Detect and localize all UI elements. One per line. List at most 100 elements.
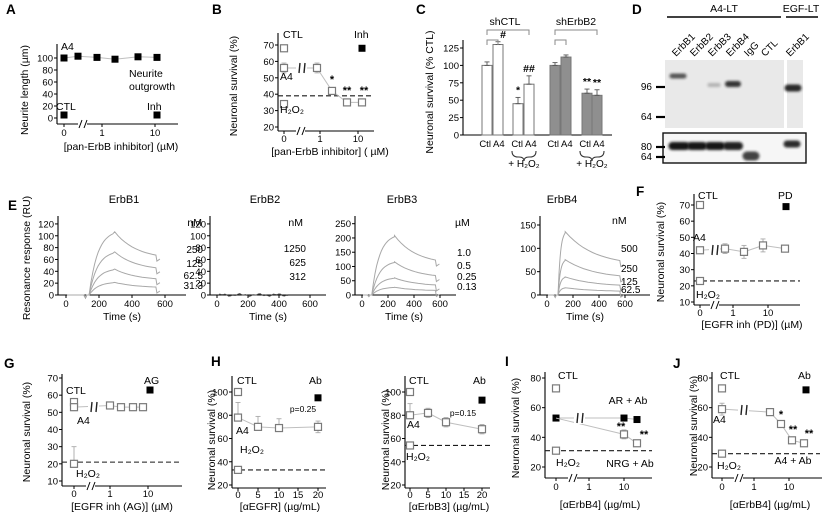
axis-break-slash xyxy=(739,473,744,483)
y-tick-label: 50 xyxy=(525,267,536,278)
series-A4 xyxy=(405,403,487,435)
series-line xyxy=(237,417,319,429)
panel-letter-H: H xyxy=(211,354,221,369)
bar-Ctl+H2O2 xyxy=(512,103,524,136)
concentration-label: 625 xyxy=(289,258,306,269)
line-break-bar xyxy=(745,404,748,416)
data-point-open xyxy=(717,384,727,393)
treatment-label: + H₂O₂ xyxy=(508,159,540,170)
series-H2O2 xyxy=(405,441,415,450)
significance-mark: * xyxy=(516,84,521,96)
panel-G: G Neuronal survival (%) [EGFR inh (AG)] (µ… xyxy=(4,356,182,513)
y-axis-label: Neuronal survival (%) xyxy=(688,376,700,476)
sensorgram-curve xyxy=(363,260,440,298)
series-CTL xyxy=(551,384,561,393)
y-axis-label: Neurite length (µm) xyxy=(19,45,31,135)
concentration-label: 0.25 xyxy=(457,272,477,283)
series-Ab xyxy=(802,386,810,394)
y-tick-label: 150 xyxy=(335,248,351,259)
data-point-open xyxy=(128,403,138,412)
subplot-title: ErbB1 xyxy=(109,194,140,206)
annotation: H₂O₂ xyxy=(240,444,264,456)
annotation: AR + Ab xyxy=(609,395,648,407)
concentration-label: 1.0 xyxy=(457,248,471,259)
panel-letter-I: I xyxy=(505,354,509,369)
data-point-open xyxy=(799,439,809,448)
x-axis-label: [EGFR inh (AG)] (µM) xyxy=(71,501,173,513)
concentration-unit: nM xyxy=(187,217,202,229)
lane-label-ErbB1: ErbB1 xyxy=(784,31,812,59)
x-tick-label: 0 xyxy=(359,299,364,310)
concentration-label: 62.5 xyxy=(621,285,641,296)
y-tick-label: 60 xyxy=(697,403,708,414)
y-tick-label: 20 xyxy=(530,463,541,474)
bar-A4 xyxy=(560,56,572,136)
panel-letter-J: J xyxy=(673,356,681,371)
panel-C: C Neuronal survival (% CTL) 0 25 50 75 100 125 *… xyxy=(416,2,612,170)
y-tick-label: 20 xyxy=(679,281,690,292)
annotation: H₂O₂ xyxy=(76,468,100,480)
y-tick-label: 125 xyxy=(443,44,459,55)
annotation: p=0.25 xyxy=(290,404,317,414)
x-tick-label: 1 xyxy=(317,134,322,145)
line-break-bar xyxy=(95,401,98,413)
data-point-open xyxy=(758,241,768,250)
y-tick-label: 20 xyxy=(42,102,53,113)
data-point-open xyxy=(765,408,775,417)
line-break-bar xyxy=(711,244,714,256)
x-tick-label: 600 xyxy=(302,299,318,310)
y-tick-label: 100 xyxy=(37,54,53,65)
y-tick-label: 0 xyxy=(49,291,54,302)
panel-E3: ErbB3 0 50 100 150 200 250 0 200 400 600 Time (s) µM… xyxy=(335,194,477,323)
data-point-filled xyxy=(74,52,82,60)
data-point-open xyxy=(787,436,797,445)
data-point-open xyxy=(405,411,415,420)
x-tick-label: 10 xyxy=(441,490,452,501)
axis-break-slash xyxy=(78,119,83,129)
axis-break xyxy=(78,120,87,128)
annotation: ** xyxy=(617,421,626,433)
panel-H2: Neuronal survival (%)[αErbB3] (µg/mL)204… xyxy=(380,375,490,513)
underbrace xyxy=(511,150,537,162)
series-H2O2 xyxy=(69,446,79,468)
data-point-filled xyxy=(146,386,154,394)
data-point-open xyxy=(138,403,148,412)
axis-break-slash xyxy=(301,126,306,136)
y-tick-label: 80 xyxy=(217,411,228,422)
subplot-title: ErbB4 xyxy=(547,194,578,206)
annotation: H₂O₂ xyxy=(556,457,580,469)
y-tick-label: 60 xyxy=(195,255,206,266)
blot-seam xyxy=(784,60,787,128)
x-tick-label: 0 xyxy=(235,490,240,501)
group-label: shErbB2 xyxy=(556,16,596,28)
series-CTL xyxy=(695,200,705,210)
y-tick-label: 60 xyxy=(217,434,228,445)
x-tick-label: 400 xyxy=(591,299,607,310)
sensorgram-curve xyxy=(67,251,161,300)
y-tick-label: 60 xyxy=(43,255,54,266)
series-H2O2 xyxy=(279,99,289,109)
series-PD xyxy=(782,203,790,211)
bar-Ctl xyxy=(481,64,493,136)
line-break xyxy=(574,412,585,424)
annotation: A4 xyxy=(77,415,90,427)
axis-break-slash xyxy=(734,473,739,483)
y-tick-label: 20 xyxy=(697,463,708,474)
x-tick-label: 200 xyxy=(240,299,256,310)
sensorgram-curve xyxy=(67,281,161,300)
data-point-filled xyxy=(314,394,322,402)
data-point-open xyxy=(776,419,786,429)
series-H2O2 xyxy=(551,446,561,455)
data-point-open xyxy=(274,423,284,433)
bar-category-label: Ctl A4 xyxy=(547,139,572,150)
x-axis-label: [αEGFR] (µg/mL) xyxy=(240,501,320,513)
annotation: A4 xyxy=(713,414,726,426)
y-tick-label: 40 xyxy=(263,90,274,101)
data-point-open xyxy=(327,86,337,96)
protein-band xyxy=(784,84,802,92)
annotation: A4 + Ab xyxy=(774,455,811,467)
data-point-open xyxy=(632,439,642,448)
y-tick-label: 250 xyxy=(335,219,351,230)
